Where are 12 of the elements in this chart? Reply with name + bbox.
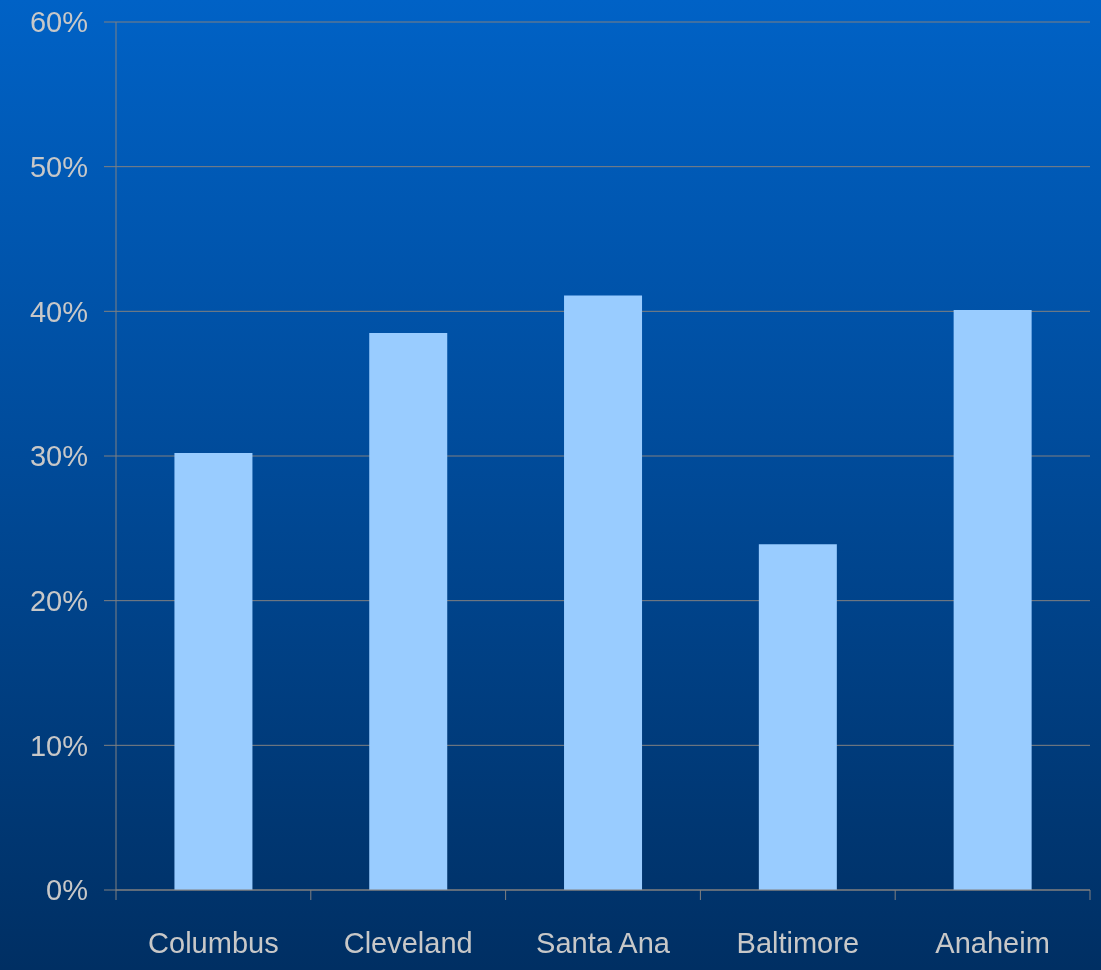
x-tick-label: Columbus: [148, 926, 279, 959]
x-tick-label: Anaheim: [935, 926, 1050, 959]
x-tick-label: Baltimore: [736, 926, 860, 959]
y-tick-label: 50%: [29, 150, 88, 183]
x-tick-label: Santa Ana: [536, 926, 671, 959]
y-tick-label: 20%: [29, 584, 88, 617]
y-tick-label: 60%: [29, 6, 88, 39]
x-tick-label: Cleveland: [343, 926, 473, 959]
y-tick-label: 40%: [29, 295, 88, 328]
y-tick-label: 0%: [46, 874, 88, 907]
y-tick-label: 10%: [29, 729, 88, 762]
y-tick-label: 30%: [29, 440, 88, 473]
